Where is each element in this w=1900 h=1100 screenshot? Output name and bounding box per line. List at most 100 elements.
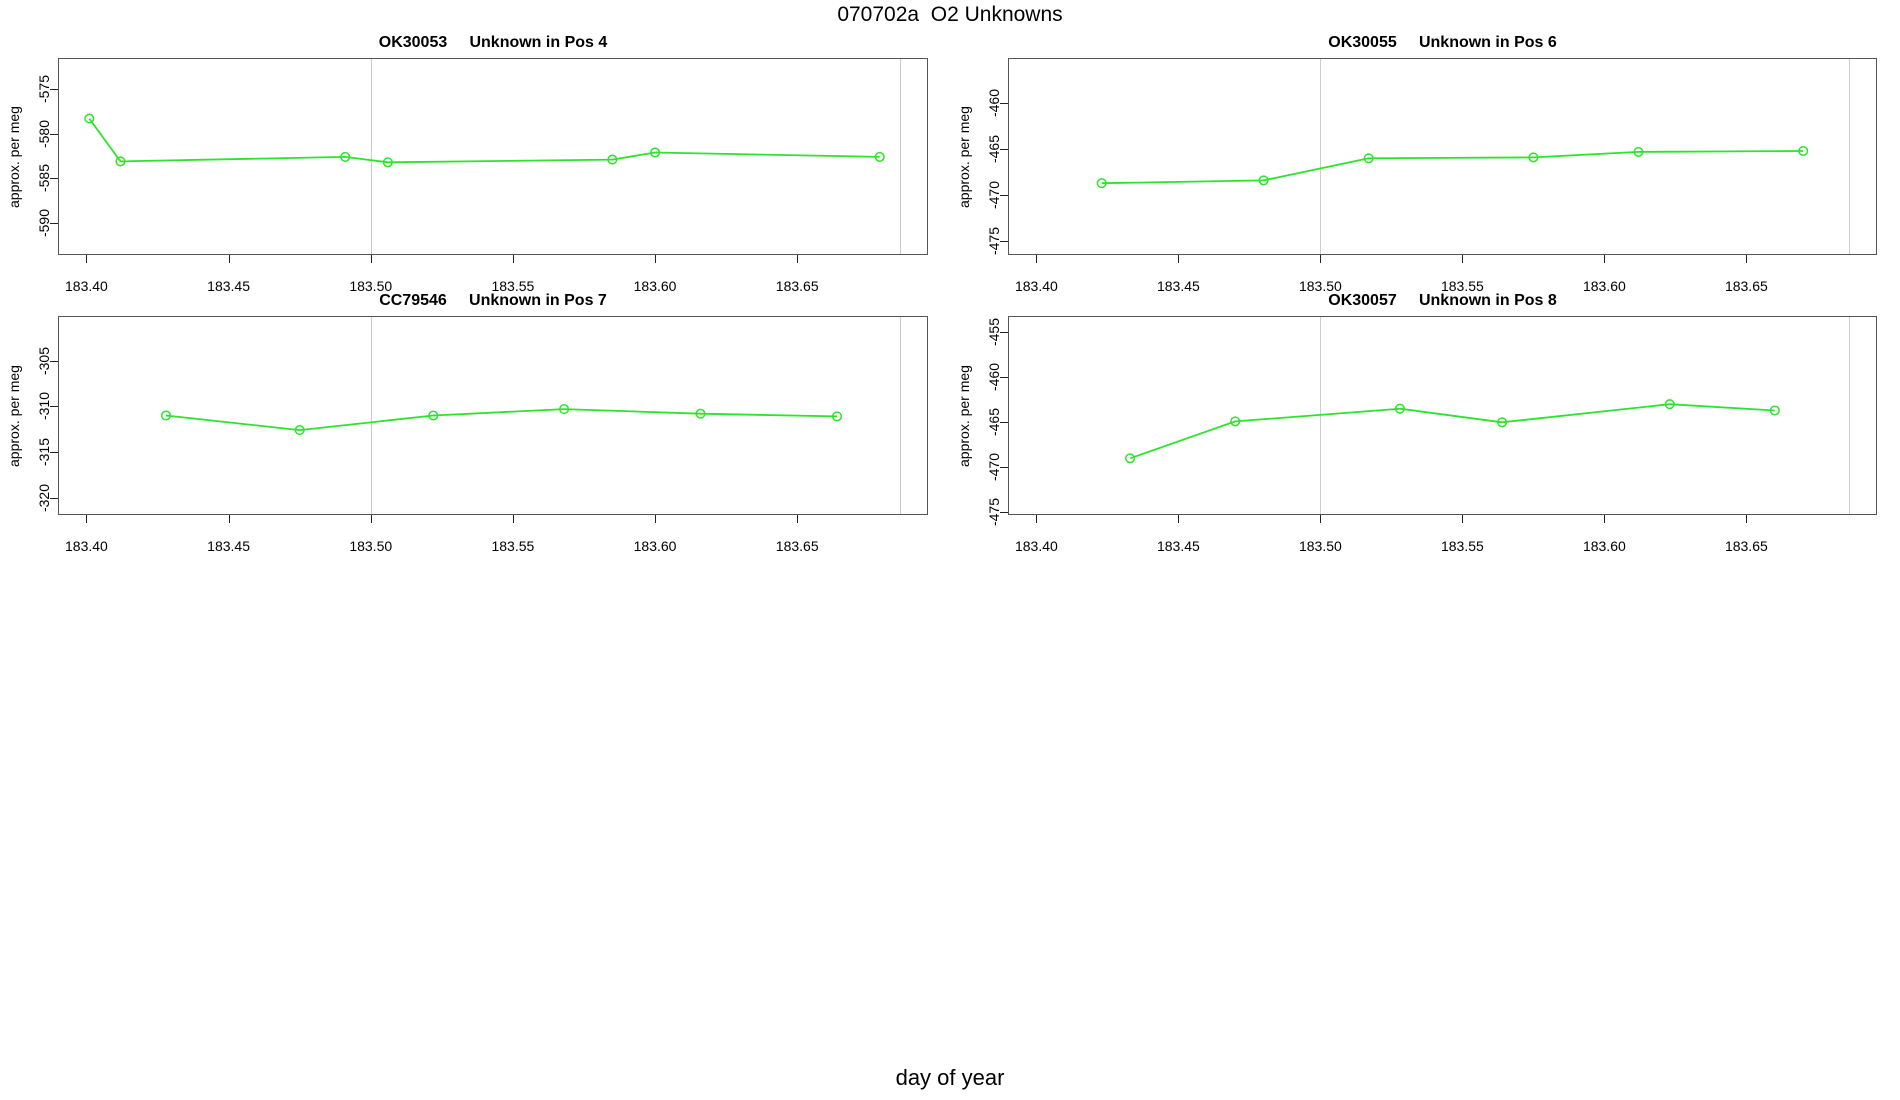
x-tick-label: 183.50 xyxy=(1298,278,1342,294)
x-tick-label: 183.60 xyxy=(1582,538,1626,554)
y-tick-mark xyxy=(1000,467,1008,469)
plot-frame xyxy=(1008,316,1877,515)
y-tick-label: -475 xyxy=(986,498,1002,527)
x-tick-label: 183.55 xyxy=(1440,278,1484,294)
plot-title: CC79546 Unknown in Pos 7 xyxy=(379,292,607,309)
x-tick-mark xyxy=(1462,255,1464,263)
x-tick-mark xyxy=(1036,255,1038,263)
x-tick-mark xyxy=(1036,515,1038,523)
x-tick-label: 183.40 xyxy=(65,278,108,294)
plot-frame xyxy=(58,58,928,255)
y-tick-mark xyxy=(1000,377,1008,379)
y-axis-title: approx. per meg xyxy=(6,364,22,467)
x-tick-mark xyxy=(1604,515,1606,523)
y-tick-label: -465 xyxy=(986,408,1002,437)
y-axis-title: approx. per meg xyxy=(6,105,22,208)
x-tick-label: 183.45 xyxy=(1156,538,1200,554)
reference-gridline xyxy=(899,316,901,515)
y-tick-label: -575 xyxy=(36,75,52,104)
x-tick-mark xyxy=(370,255,372,263)
data-point-marker xyxy=(1363,153,1374,164)
reference-gridline xyxy=(370,58,372,255)
x-tick-label: 183.65 xyxy=(775,538,819,554)
y-tick-label: -580 xyxy=(36,119,52,148)
y-tick-label: -465 xyxy=(986,135,1002,164)
data-point-marker xyxy=(160,410,172,421)
series-line xyxy=(1129,403,1775,460)
x-tick-mark xyxy=(797,515,799,523)
y-tick-label: -310 xyxy=(36,392,52,421)
data-point-marker xyxy=(1258,175,1269,186)
y-axis-title: approx. per meg xyxy=(956,364,972,467)
x-tick-mark xyxy=(1178,515,1180,523)
plot-frame xyxy=(1008,58,1877,255)
data-point-marker xyxy=(1664,399,1675,410)
x-tick-mark xyxy=(86,515,88,523)
y-tick-label: -475 xyxy=(986,227,1002,256)
x-tick-mark xyxy=(86,255,88,263)
y-tick-mark xyxy=(50,360,58,362)
y-tick-label: -305 xyxy=(36,346,52,375)
x-tick-mark xyxy=(797,255,799,263)
x-tick-label: 183.50 xyxy=(349,538,393,554)
x-tick-mark xyxy=(1320,255,1322,263)
data-point-marker xyxy=(559,404,570,415)
x-tick-mark xyxy=(1746,255,1748,263)
x-tick-label: 183.40 xyxy=(65,538,108,554)
series-line-svg xyxy=(1096,145,1809,189)
data-point-marker xyxy=(115,156,126,167)
data-point-marker xyxy=(382,157,393,168)
data-point-marker xyxy=(340,151,351,162)
data-point-marker xyxy=(607,154,618,165)
y-tick-mark xyxy=(1000,512,1008,514)
y-tick-mark xyxy=(50,497,58,499)
data-point-marker xyxy=(1633,146,1644,157)
plot-title: OK30055 Unknown in Pos 6 xyxy=(1328,34,1557,51)
y-tick-label: -460 xyxy=(986,363,1002,392)
series-line xyxy=(1101,150,1804,185)
y-tick-label: -590 xyxy=(36,208,52,237)
y-tick-mark xyxy=(50,452,58,453)
x-tick-label: 183.65 xyxy=(775,278,819,294)
series-line-svg xyxy=(1125,399,1780,464)
y-tick-mark xyxy=(1000,195,1008,197)
data-point-marker xyxy=(428,410,439,421)
x-tick-label: 183.45 xyxy=(1156,278,1200,294)
data-point-marker xyxy=(294,425,305,436)
x-tick-mark xyxy=(228,255,230,263)
plot-frame xyxy=(58,316,928,515)
y-tick-mark xyxy=(1000,103,1008,105)
x-tick-label: 183.60 xyxy=(633,278,677,294)
y-tick-mark xyxy=(1000,332,1008,334)
x-tick-mark xyxy=(512,515,514,523)
y-tick-mark xyxy=(1000,241,1008,243)
data-point-marker xyxy=(1497,417,1508,428)
y-tick-mark xyxy=(1000,422,1008,424)
plot-title: OK30053 Unknown in Pos 4 xyxy=(378,34,608,51)
x-tick-mark xyxy=(1746,515,1748,523)
plot-title: OK30057 Unknown in Pos 8 xyxy=(1328,292,1557,309)
y-tick-label: -455 xyxy=(986,318,1002,347)
y-tick-label: -585 xyxy=(36,164,52,193)
subplot-ok30057-pos8: OK30057 Unknown in Pos 8 approx. per meg 1… xyxy=(956,292,1877,554)
y-tick-mark xyxy=(50,133,58,135)
data-point-marker xyxy=(831,411,843,422)
data-point-marker xyxy=(1798,145,1809,157)
x-tick-label: 183.40 xyxy=(1014,278,1058,294)
reference-gridline xyxy=(899,58,901,255)
x-axis-label: day of year xyxy=(895,1065,1005,1090)
x-tick-mark xyxy=(655,255,657,263)
y-tick-label: -460 xyxy=(986,89,1002,118)
series-line-svg xyxy=(160,404,843,436)
data-point-marker xyxy=(1096,178,1107,189)
reference-gridline xyxy=(1848,58,1850,255)
x-tick-mark xyxy=(370,515,372,523)
data-point-marker xyxy=(874,151,885,162)
reference-gridline xyxy=(1848,316,1850,515)
x-tick-label: 183.55 xyxy=(491,538,535,554)
x-tick-mark xyxy=(512,255,514,263)
reference-gridline xyxy=(1320,58,1322,255)
y-tick-mark xyxy=(50,222,58,224)
x-tick-label: 183.55 xyxy=(1440,538,1484,554)
